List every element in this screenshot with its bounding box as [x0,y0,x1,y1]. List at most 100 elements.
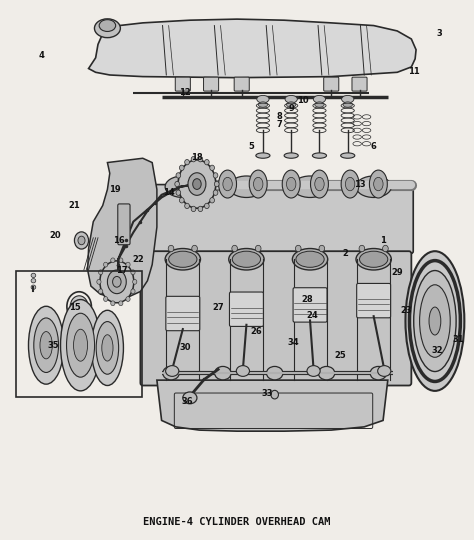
Ellipse shape [232,251,261,267]
Ellipse shape [74,232,89,249]
Ellipse shape [73,329,88,361]
Ellipse shape [204,159,209,165]
Ellipse shape [296,251,324,267]
Ellipse shape [113,276,121,287]
FancyBboxPatch shape [175,77,191,91]
Text: 25: 25 [335,352,346,361]
Ellipse shape [258,102,268,107]
Ellipse shape [285,96,297,103]
FancyBboxPatch shape [352,77,367,91]
Ellipse shape [286,177,296,191]
Ellipse shape [96,322,118,374]
Ellipse shape [284,153,298,158]
Text: 22: 22 [132,255,144,264]
Ellipse shape [169,251,197,267]
Ellipse shape [118,301,123,306]
Ellipse shape [126,296,130,301]
Ellipse shape [34,318,58,373]
Ellipse shape [383,245,388,252]
Ellipse shape [100,261,134,303]
FancyBboxPatch shape [324,77,339,91]
Ellipse shape [374,177,383,191]
Ellipse shape [204,203,209,208]
Text: 1: 1 [380,236,386,245]
Ellipse shape [163,367,179,380]
Ellipse shape [213,190,218,195]
Text: 24: 24 [307,311,318,320]
FancyBboxPatch shape [357,284,391,318]
Ellipse shape [133,279,137,284]
FancyBboxPatch shape [203,77,219,91]
Text: 16: 16 [113,236,125,245]
Ellipse shape [191,206,196,212]
Text: 35: 35 [47,341,59,350]
Ellipse shape [346,177,355,191]
Text: 3: 3 [437,29,443,38]
Bar [16,271,142,397]
Text: 18: 18 [191,153,203,161]
Text: 4: 4 [38,51,45,59]
Ellipse shape [31,279,36,283]
Ellipse shape [237,366,249,376]
FancyBboxPatch shape [166,296,200,330]
Text: 30: 30 [180,343,191,353]
Ellipse shape [78,236,85,245]
Ellipse shape [193,179,201,190]
Ellipse shape [429,307,441,335]
Ellipse shape [188,173,206,195]
Text: 7: 7 [276,120,283,130]
Ellipse shape [213,173,218,178]
Text: 27: 27 [212,303,224,312]
Ellipse shape [356,176,392,198]
Polygon shape [88,158,157,298]
Ellipse shape [94,19,120,38]
Ellipse shape [255,245,261,252]
Text: 8: 8 [276,112,283,122]
Ellipse shape [315,177,324,191]
Ellipse shape [185,203,190,208]
Ellipse shape [198,206,203,212]
Ellipse shape [165,176,201,198]
Ellipse shape [318,367,335,380]
Ellipse shape [99,270,103,275]
Ellipse shape [254,177,263,191]
Text: 20: 20 [50,231,62,240]
Text: 13: 13 [354,179,365,188]
Ellipse shape [271,390,278,399]
Ellipse shape [185,159,190,165]
Ellipse shape [319,245,325,252]
Ellipse shape [111,301,115,306]
Text: 33: 33 [262,389,273,398]
Ellipse shape [356,248,392,270]
Ellipse shape [341,170,359,198]
Ellipse shape [165,366,179,376]
Ellipse shape [307,366,320,376]
Text: 31: 31 [453,335,465,345]
Text: 9: 9 [288,104,294,113]
Ellipse shape [176,173,181,178]
Ellipse shape [126,262,130,267]
Ellipse shape [180,198,184,203]
Ellipse shape [176,190,181,195]
Ellipse shape [191,157,196,162]
Ellipse shape [31,285,36,289]
Ellipse shape [223,177,232,191]
Ellipse shape [131,289,135,294]
Text: 32: 32 [431,346,443,355]
Ellipse shape [99,19,116,31]
Ellipse shape [229,176,264,198]
Ellipse shape [370,367,387,380]
FancyBboxPatch shape [234,77,249,91]
Ellipse shape [103,262,108,267]
FancyBboxPatch shape [293,288,327,322]
Ellipse shape [286,102,296,107]
Ellipse shape [359,245,365,252]
Ellipse shape [214,181,219,187]
Text: 23: 23 [401,306,412,315]
Text: 28: 28 [302,295,313,304]
Ellipse shape [102,335,113,361]
Ellipse shape [292,248,328,270]
Text: 6: 6 [371,142,376,151]
Ellipse shape [405,251,465,391]
Text: 29: 29 [392,268,403,277]
